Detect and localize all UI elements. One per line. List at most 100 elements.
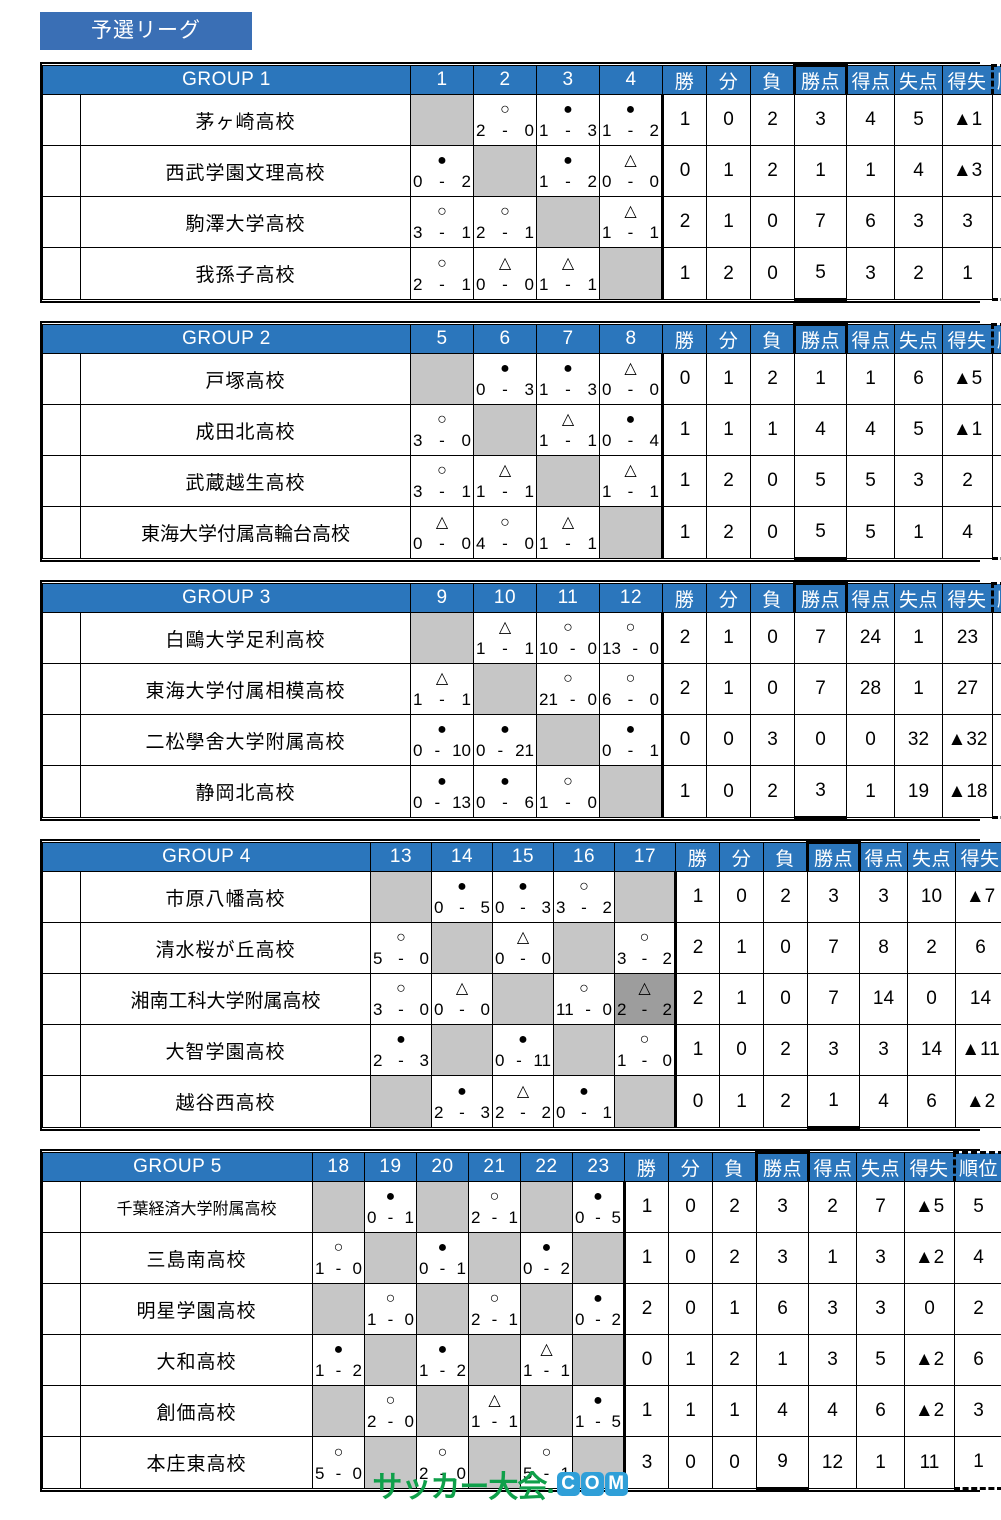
stat-gf: 0 bbox=[846, 714, 895, 766]
match-result-cell: ● 1-2 bbox=[416, 1334, 469, 1386]
table-header-row: GROUP 11234勝分負勝点得点失点得失順位 bbox=[42, 64, 1001, 95]
stat-gd: ▲2 bbox=[955, 1075, 1001, 1128]
stat-gd: ▲32 bbox=[942, 714, 993, 766]
match-result-cell: ● 2-3 bbox=[370, 1024, 432, 1076]
team-name: 西武学園文理高校 bbox=[80, 145, 411, 197]
match-result-cell: ○ 1-0 bbox=[364, 1283, 417, 1335]
match-result-cell: ○ 21-0 bbox=[536, 663, 600, 715]
stat-gd: 23 bbox=[942, 612, 993, 664]
match-result-cell: ○ 13-0 bbox=[599, 612, 663, 664]
team-number: 3 bbox=[42, 196, 81, 248]
stat-rank: 2 bbox=[992, 455, 1001, 507]
stat-draws: 0 bbox=[668, 1436, 713, 1489]
match-score: 1-1 bbox=[471, 1412, 518, 1431]
stat-header-gd: 得失 bbox=[955, 842, 1001, 872]
match-score: 4-0 bbox=[476, 533, 534, 553]
stat-header-losses: 負 bbox=[763, 842, 808, 872]
stat-header-points: 勝点 bbox=[793, 582, 848, 613]
match-score: 0-10 bbox=[413, 741, 471, 760]
match-result-cell: ● 0-4 bbox=[599, 404, 663, 456]
match-result-cell: △ 0-0 bbox=[431, 973, 493, 1025]
result-mark-loss-icon: ● bbox=[500, 721, 510, 738]
stat-losses: 3 bbox=[750, 714, 795, 766]
stat-wins: 1 bbox=[623, 1232, 669, 1284]
stat-losses: 2 bbox=[763, 1024, 808, 1076]
group-block: GROUP 41314151617勝分負勝点得点失点得失順位13市原八幡高校●0… bbox=[40, 839, 1001, 1131]
team-number: 23 bbox=[42, 1436, 81, 1489]
match-score: 2-1 bbox=[471, 1208, 518, 1227]
stat-wins: 2 bbox=[661, 612, 707, 664]
result-mark-loss-icon: ● bbox=[385, 1188, 396, 1205]
match-score: 0-1 bbox=[419, 1259, 466, 1278]
match-result-cell: ● 1-2 bbox=[312, 1334, 365, 1386]
stat-points: 7 bbox=[807, 922, 860, 974]
stat-gf: 3 bbox=[859, 1024, 908, 1076]
team-number: 16 bbox=[42, 1024, 81, 1076]
stat-losses: 2 bbox=[750, 353, 795, 405]
stat-gf: 4 bbox=[808, 1385, 857, 1437]
team-number: 11 bbox=[42, 714, 81, 766]
site-logo: サッカー大会. C O M bbox=[0, 1462, 1001, 1506]
stat-gd: ▲7 bbox=[955, 871, 1001, 923]
stat-wins: 1 bbox=[661, 765, 707, 818]
result-mark-win-icon: ○ bbox=[437, 254, 447, 272]
match-score: 0-5 bbox=[575, 1208, 621, 1227]
table-row: 19 三島南高校 ○ 1-0 ● 0-1 ● 0-2 1 0 2 3 1 3 ▲2 4 bbox=[42, 1232, 1001, 1284]
team-name: 三島南高校 bbox=[80, 1232, 313, 1284]
opponent-column-header: 10 bbox=[473, 583, 537, 613]
stat-points: 4 bbox=[756, 1385, 809, 1437]
match-result-cell: ○ 5-0 bbox=[370, 922, 432, 974]
match-score: 0-0 bbox=[476, 274, 534, 294]
stat-draws: 0 bbox=[706, 94, 751, 146]
stat-losses: 1 bbox=[712, 1283, 757, 1335]
stat-header-draws: 分 bbox=[706, 324, 751, 354]
stat-header-gd: 得失 bbox=[904, 1152, 955, 1182]
stat-points: 1 bbox=[794, 145, 847, 197]
match-result-cell: △ 2-2 bbox=[492, 1075, 554, 1128]
stat-rank: 4 bbox=[992, 145, 1001, 197]
stat-draws: 1 bbox=[706, 196, 751, 248]
result-mark-win-icon: ○ bbox=[437, 411, 447, 428]
stat-draws: 2 bbox=[706, 455, 751, 507]
team-name: 大和高校 bbox=[80, 1334, 313, 1386]
stat-gd: ▲3 bbox=[942, 145, 993, 197]
result-mark-loss-icon: ● bbox=[563, 152, 573, 169]
stat-ga: 5 bbox=[856, 1334, 905, 1386]
match-result-cell bbox=[492, 973, 554, 1025]
stat-header-ga: 失点 bbox=[856, 1152, 905, 1182]
stat-gd: 4 bbox=[942, 506, 993, 559]
stat-draws: 0 bbox=[719, 1024, 764, 1076]
result-mark-loss-icon: ● bbox=[518, 878, 528, 895]
group-title: GROUP 4 bbox=[42, 842, 371, 872]
match-score: 0-0 bbox=[434, 1000, 490, 1019]
stat-gd: ▲1 bbox=[942, 94, 993, 146]
match-result-cell: ● 1-2 bbox=[536, 145, 600, 197]
match-result-cell: ● 1-3 bbox=[536, 353, 600, 405]
team-name: 湘南工科大学附属高校 bbox=[80, 973, 371, 1025]
result-mark-draw-icon: △ bbox=[516, 929, 530, 946]
stat-header-losses: 負 bbox=[750, 65, 795, 95]
stat-gd: ▲2 bbox=[904, 1385, 955, 1437]
result-mark-win-icon: ○ bbox=[489, 1290, 500, 1307]
stat-header-rank: 順位 bbox=[991, 582, 1001, 613]
match-score: 2-2 bbox=[617, 1000, 672, 1019]
match-result-cell: ● 2-3 bbox=[431, 1075, 493, 1128]
result-mark-win-icon: ○ bbox=[579, 980, 589, 997]
match-result-cell: △ 0-0 bbox=[599, 145, 663, 197]
match-score: 0-0 bbox=[413, 533, 471, 553]
stat-gd: ▲18 bbox=[942, 765, 993, 818]
result-mark-win-icon: ○ bbox=[579, 878, 589, 895]
stat-wins: 2 bbox=[674, 922, 720, 974]
result-mark-win-icon: ○ bbox=[437, 462, 447, 479]
stat-rank: 1 bbox=[992, 196, 1001, 248]
team-name: 駒澤大学高校 bbox=[80, 196, 411, 248]
match-score: 13-0 bbox=[602, 639, 659, 658]
stat-header-losses: 負 bbox=[712, 1152, 757, 1182]
match-result-cell: △ 0-0 bbox=[410, 506, 474, 559]
result-mark-loss-icon: ● bbox=[593, 1290, 603, 1307]
stat-header-gd: 得失 bbox=[942, 65, 993, 95]
